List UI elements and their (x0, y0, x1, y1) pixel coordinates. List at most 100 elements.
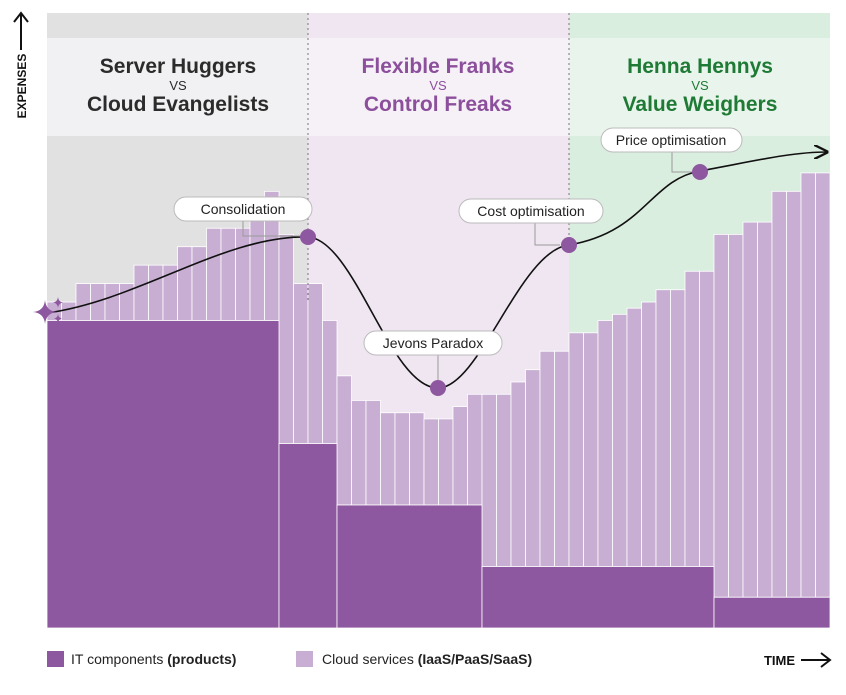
era-title-top-2: Flexible Franks (362, 55, 515, 78)
bar-it-components (278, 443, 338, 629)
legend-bold-cloud-services: (IaaS/PaaS/SaaS) (418, 651, 532, 667)
marker-consolidation (300, 229, 316, 245)
callout-cost-label: Cost optimisation (477, 203, 584, 219)
bar-cloud-services (496, 393, 512, 567)
callout-cost-optimisation: Cost optimisation (458, 198, 604, 224)
bar-cloud-services (191, 246, 207, 321)
bar-cloud-services (568, 332, 584, 567)
bar-cloud-services (278, 233, 294, 444)
era-header-2 (308, 38, 569, 136)
callout-consolidation-label: Consolidation (201, 201, 286, 217)
bar-cloud-services (380, 412, 396, 506)
bar-it-components (46, 320, 280, 629)
bar-cloud-services (206, 227, 222, 321)
bar-it-components (336, 504, 483, 629)
leader-price (671, 152, 692, 173)
bar-cloud-services (670, 289, 686, 567)
bars (46, 172, 831, 629)
era-title-1: Server Huggers VS Cloud Evangelists (87, 55, 269, 116)
bar-cloud-services (423, 418, 439, 506)
era-title-top-3: Henna Hennys (627, 55, 773, 78)
era-title-vs-2: VS (429, 78, 447, 93)
bar-cloud-services (786, 190, 802, 598)
era-title-3: Henna Hennys VS Value Weighers (623, 55, 778, 116)
bar-cloud-services (322, 320, 338, 444)
era-title-vs-3: VS (691, 78, 709, 93)
sparkle-icon (33, 297, 63, 324)
bar-cloud-services (626, 307, 642, 567)
era-title-vs-1: VS (169, 78, 187, 93)
leader-cost (534, 222, 560, 246)
bar-cloud-services (641, 301, 657, 567)
bar-cloud-services (177, 246, 193, 321)
bar-cloud-services (597, 320, 613, 567)
callout-price-optimisation: Price optimisation (600, 127, 743, 153)
callout-consolidation: Consolidation (173, 196, 313, 222)
legend-swatch-it-components (47, 651, 64, 667)
bar-cloud-services (409, 412, 425, 506)
bar-cloud-services (655, 289, 671, 567)
bar-cloud-services (481, 393, 497, 567)
bar-it-components (713, 596, 831, 629)
bar-cloud-services (815, 172, 831, 598)
era-title-top-1: Server Huggers (100, 55, 256, 78)
y-axis: EXPENSES (13, 11, 29, 119)
bar-cloud-services (742, 221, 758, 598)
callout-price-box (600, 127, 743, 153)
bar-cloud-services (728, 233, 744, 598)
callout-cost-box (458, 198, 604, 224)
bar-cloud-services (148, 264, 164, 321)
bar-cloud-services (452, 406, 468, 506)
legend-swatch-cloud-services (296, 651, 313, 667)
legend-text-cloud-services: Cloud services (322, 651, 418, 667)
callout-price-label: Price optimisation (616, 132, 727, 148)
bar-it-components (481, 566, 715, 629)
marker-price-optimisation (692, 164, 708, 180)
callout-leaders (242, 152, 692, 380)
callout-jevons-paradox: Jevons Paradox (363, 330, 503, 356)
bar-cloud-services (75, 283, 91, 321)
legend-text-it-components: IT components (71, 651, 167, 667)
legend-bold-it-components: (products) (167, 651, 236, 667)
bar-cloud-services (554, 350, 570, 567)
leader-consolidation (242, 220, 300, 237)
era-header-1 (47, 38, 308, 136)
x-axis: TIME (764, 652, 832, 668)
bar-cloud-services (133, 264, 149, 321)
x-axis-label: TIME (764, 653, 795, 668)
bar-cloud-services (235, 227, 251, 321)
bar-cloud-services (336, 375, 352, 506)
callout-consolidation-box (173, 196, 313, 222)
legend-label-cloud-services: Cloud services (IaaS/PaaS/SaaS) (322, 651, 532, 667)
bar-cloud-services (365, 400, 381, 506)
curve-markers (300, 164, 708, 396)
bar-cloud-services (800, 172, 816, 598)
bar-cloud-services (583, 332, 599, 567)
y-axis-arrowhead (13, 11, 29, 23)
bar-cloud-services (249, 209, 265, 321)
y-axis-label: EXPENSES (15, 54, 29, 119)
bar-cloud-services (61, 301, 77, 321)
x-axis-arrowhead (820, 652, 832, 668)
bar-cloud-services (699, 270, 715, 567)
era-title-bottom-3: Value Weighers (623, 93, 778, 116)
callout-jevons-box (363, 330, 503, 356)
bar-cloud-services (612, 313, 628, 567)
bar-cloud-services (394, 412, 410, 506)
bar-cloud-services (307, 283, 323, 444)
era-title-2: Flexible Franks VS Control Freaks (362, 55, 515, 116)
bar-cloud-services (293, 283, 309, 444)
bar-cloud-services (467, 393, 483, 506)
era-header-3 (569, 38, 830, 136)
legend: IT components (products) Cloud services … (47, 651, 532, 667)
era-title-bottom-1: Cloud Evangelists (87, 93, 269, 116)
bar-cloud-services (220, 227, 236, 321)
bar-cloud-services (771, 190, 787, 598)
bar-cloud-services (104, 283, 120, 321)
bar-cloud-services (510, 381, 526, 567)
bar-cloud-services (351, 400, 367, 506)
bar-cloud-services (525, 369, 541, 567)
marker-cost-optimisation (561, 237, 577, 253)
bar-cloud-services (684, 270, 700, 567)
bar-cloud-services (757, 221, 773, 598)
